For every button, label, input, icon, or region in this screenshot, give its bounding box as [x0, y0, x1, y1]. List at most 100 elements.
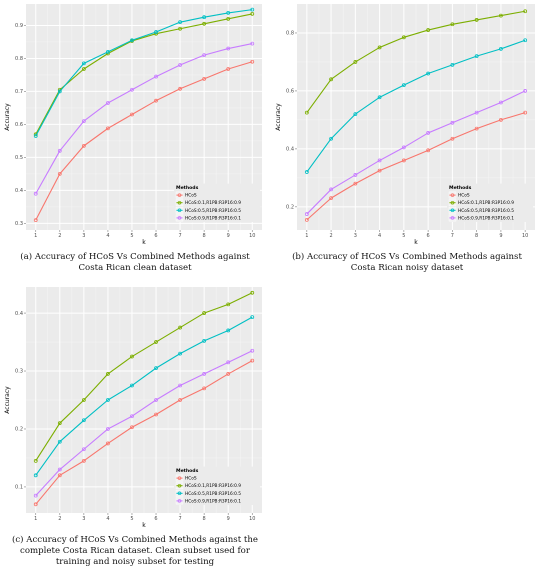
- chart-panel-c: 0.1 0.2 0.3 0.4 1 2 3 4 5 6 7 8 9 10 k Accuracy Methods H…: [0, 283, 270, 529]
- data-point-s2-k9: [226, 16, 231, 21]
- x-tick-label: 4: [106, 233, 109, 239]
- x-axis-label: k: [414, 239, 418, 246]
- legend-key-point-4: [177, 216, 182, 220]
- y-tick-label: 0.8: [15, 56, 23, 62]
- data-point-s3-k4: [377, 95, 382, 100]
- y-tick-label: 0.4: [15, 188, 23, 194]
- data-point-s4-k6: [154, 74, 158, 79]
- chart-panel-a: 0.3 0.4 0.5 0.6 0.7 0.8 0.9 1 2 3 4 5 6 7 8 9 10 k Accurac…: [0, 0, 270, 246]
- data-point-s4-k4: [106, 427, 110, 431]
- data-point-s1-k9: [226, 67, 231, 71]
- data-point-s1-k3: [81, 143, 86, 148]
- x-tick-label: 8: [203, 233, 206, 239]
- data-point-s2-k9: [226, 302, 231, 307]
- legend-key-point-3: [177, 208, 182, 213]
- data-point-s3-k6: [154, 366, 158, 371]
- series-line-3: [35, 9, 253, 137]
- data-point-s3-k3: [81, 418, 86, 423]
- x-tick-label: 9: [499, 233, 502, 239]
- x-tick-label: 10: [522, 233, 528, 239]
- data-point-s1-k9: [499, 117, 503, 122]
- data-point-s4-k2: [329, 187, 333, 192]
- data-point-s2-k6: [426, 28, 431, 32]
- data-point-s3-k8: [202, 338, 207, 343]
- data-point-s1-k4: [106, 126, 110, 131]
- x-tick-label: 6: [154, 233, 157, 239]
- data-point-s3-k1: [33, 473, 38, 478]
- data-point-s3-k1: [304, 170, 309, 174]
- legend-entry-4: HCoS:0.9,R1PB:R3P16:0.1: [185, 498, 241, 504]
- data-point-s1-k7: [178, 398, 182, 402]
- y-axis-label: Accuracy: [4, 103, 11, 131]
- data-point-s2-k7: [450, 22, 455, 27]
- x-tick-label: 7: [178, 233, 181, 239]
- caption-b-label: (b): [292, 252, 305, 262]
- data-point-s2-k3: [81, 398, 86, 402]
- y-tick-label: 0.1: [15, 485, 23, 491]
- caption-a: (a) Accuracy of HCoS Vs Combined Methods…: [4, 252, 266, 274]
- data-point-s4-k4: [106, 101, 110, 105]
- legend-entry-3: HCoS:0.5,R1PB:R3P16:0.5: [185, 208, 241, 214]
- legend-entry-3: HCoS:0.5,R1PB:R3P16:0.5: [458, 208, 514, 214]
- legend-box: [174, 183, 260, 222]
- legend-key-point-2: [177, 483, 182, 488]
- y-tick-label: 0.6: [15, 122, 23, 128]
- data-point-s3-k6: [426, 71, 431, 76]
- data-point-s2-k4: [106, 372, 110, 376]
- x-tick-label: 9: [227, 233, 230, 239]
- legend-entry-1: HCoS: [458, 193, 470, 199]
- data-point-s1-k6: [154, 98, 158, 103]
- data-point-s3-k2: [57, 439, 62, 444]
- data-point-s2-k5: [130, 354, 134, 359]
- y-tick-label: 0.7: [15, 89, 23, 95]
- caption-b: (b) Accuracy of HCoS Vs Combined Methods…: [276, 252, 538, 274]
- y-axis-label: Accuracy: [4, 386, 11, 414]
- data-point-s4-k1: [33, 493, 38, 498]
- chart-c: 0.1 0.2 0.3 0.4 1 2 3 4 5 6 7 8 9 10 k Accuracy Methods H…: [4, 287, 262, 529]
- data-point-s4-k4: [377, 158, 382, 163]
- y-tick-label: 0.8: [286, 31, 294, 37]
- data-point-s4-k10: [250, 41, 255, 46]
- data-point-s2-k8: [202, 311, 207, 315]
- series-line-4: [35, 350, 253, 496]
- series-line-3: [35, 316, 253, 476]
- data-point-s1-k7: [178, 86, 182, 91]
- data-point-s4-k5: [130, 414, 134, 419]
- data-point-s4-k9: [226, 360, 231, 365]
- data-point-s4-k1: [304, 212, 309, 216]
- series-line-4: [35, 43, 253, 194]
- caption-a-line-1: Accuracy of HCoS Vs Combined Methods aga…: [34, 252, 250, 262]
- data-point-s4-k1: [33, 191, 38, 196]
- data-point-s2-k1: [304, 110, 309, 115]
- legend-entry-2: HCoS:0.1,R1PB:R3P16:0.9: [185, 200, 241, 206]
- data-point-s1-k1: [33, 218, 38, 223]
- data-point-s3-k5: [130, 383, 134, 388]
- data-point-s1-k5: [401, 158, 406, 163]
- data-point-s2-k3: [81, 67, 86, 71]
- data-point-s2-k7: [178, 26, 182, 31]
- data-point-s1-k2: [57, 172, 62, 176]
- data-point-s3-k1: [33, 134, 38, 138]
- data-point-s4-k5: [401, 145, 406, 150]
- y-tick-label: 0.2: [286, 205, 294, 211]
- series-line-2: [35, 13, 253, 135]
- legend-key-point-1: [177, 193, 182, 197]
- caption-c-line-1: Accuracy of HCoS Vs Combined Methods aga…: [26, 535, 258, 545]
- legend-key-point-3: [177, 491, 182, 496]
- data-point-s4-k6: [154, 398, 158, 402]
- data-point-s1-k10: [250, 358, 255, 363]
- x-tick-label: 6: [427, 233, 430, 239]
- data-point-s3-k10: [250, 315, 255, 320]
- caption-b-line-2: Costa Rican noisy dataset: [350, 263, 464, 273]
- data-point-s3-k7: [450, 62, 455, 67]
- data-point-s1-k5: [130, 425, 134, 430]
- legend-title: Methods: [176, 185, 199, 191]
- data-point-s2-k9: [499, 13, 503, 18]
- x-tick-label: 7: [451, 233, 454, 239]
- x-tick-label: 3: [82, 233, 85, 239]
- data-point-s3-k5: [130, 38, 134, 43]
- data-point-s4-k7: [178, 383, 182, 388]
- legend-entry-2: HCoS:0.1,R1PB:R3P16:0.9: [185, 483, 241, 489]
- x-tick-label: 2: [329, 233, 332, 239]
- data-point-s3-k9: [226, 328, 231, 333]
